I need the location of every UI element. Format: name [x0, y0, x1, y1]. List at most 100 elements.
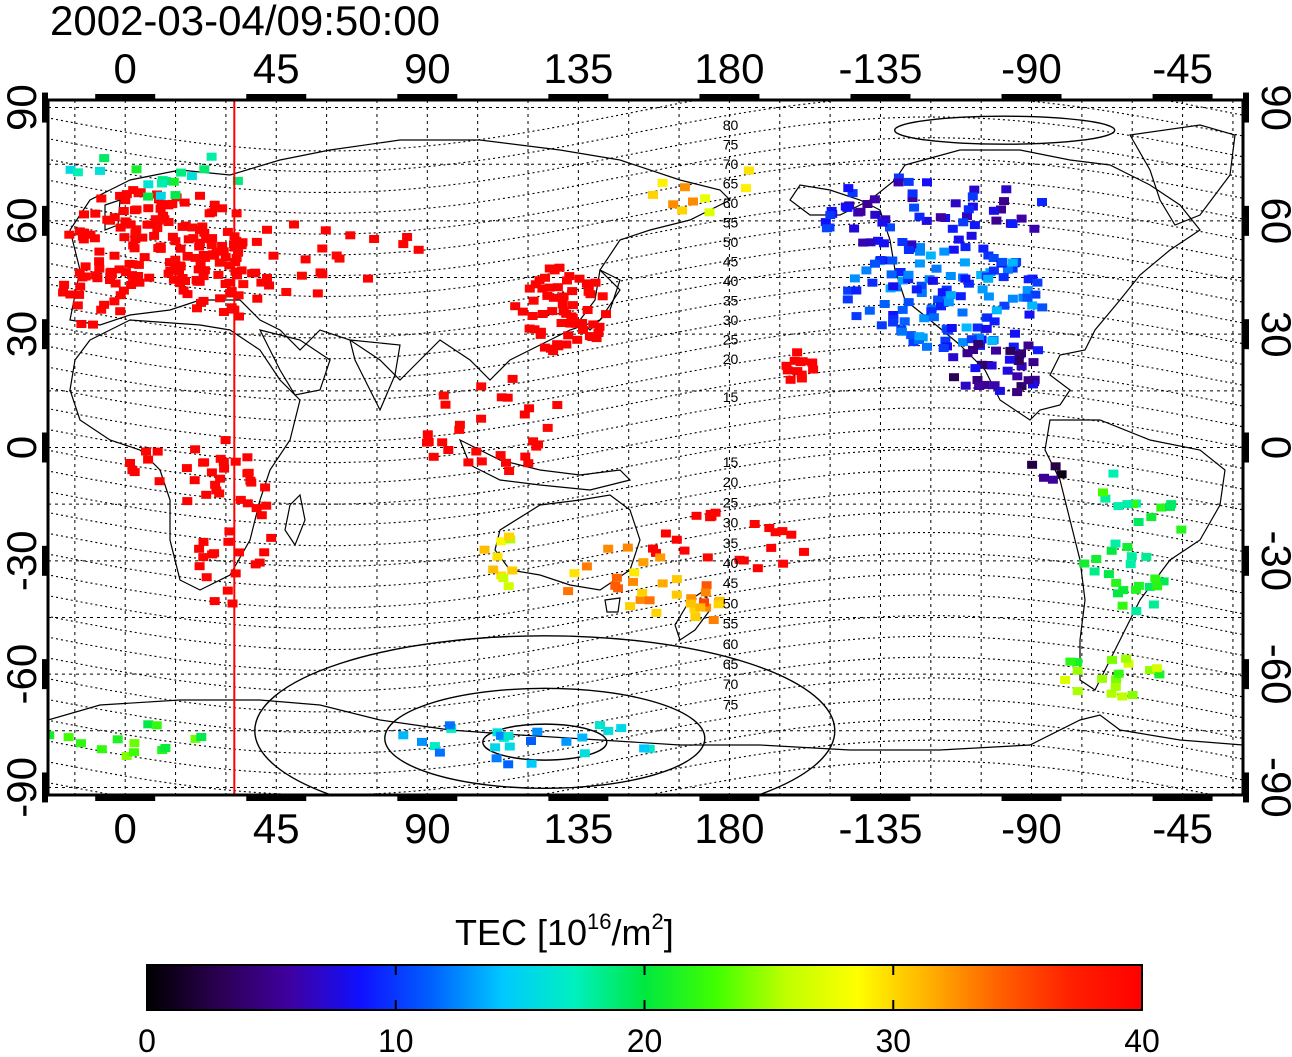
tec-point	[567, 287, 578, 296]
tec-point	[927, 276, 938, 285]
tec-point	[842, 203, 853, 212]
tec-point	[170, 255, 181, 264]
tec-point	[702, 553, 713, 562]
tec-point	[986, 361, 997, 370]
frame-tick	[42, 432, 48, 463]
tec-point	[94, 247, 105, 256]
tec-point	[526, 737, 536, 745]
tec-point	[1039, 473, 1049, 482]
tec-point	[242, 453, 253, 462]
tec-point	[1016, 349, 1026, 358]
tec-point	[958, 338, 969, 347]
tec-point	[651, 608, 662, 617]
tec-point	[1010, 329, 1020, 338]
tec-point	[1098, 488, 1108, 497]
tec-point	[127, 260, 138, 269]
tec-point	[637, 588, 648, 597]
tec-point	[149, 231, 160, 240]
tec-point	[574, 274, 585, 283]
tec-point	[752, 564, 763, 573]
tec-point	[262, 274, 272, 282]
tec-point	[194, 562, 205, 571]
tec-point	[888, 282, 899, 291]
tec-point	[252, 294, 263, 303]
tec-point	[563, 587, 574, 596]
tec-point	[118, 207, 129, 215]
tec-point	[114, 265, 125, 274]
bottom-longitude-axis: 0 45 90 135 180 -135 -90 -45	[114, 805, 1213, 852]
tec-point	[144, 220, 155, 229]
tec-point	[207, 208, 218, 217]
magnetic-contour	[48, 303, 1243, 381]
tec-point	[603, 544, 614, 553]
tec-point	[1141, 552, 1152, 561]
tec-point	[1156, 503, 1167, 512]
contour-label: 15	[723, 454, 739, 470]
tec-point	[402, 233, 413, 241]
tec-point	[1023, 341, 1034, 350]
magnetic-contour	[48, 573, 1243, 651]
top-longitude-axis: 0 45 90 135 180 -135 -90 -45	[114, 45, 1213, 92]
tec-point	[628, 577, 638, 586]
frame-tick	[1001, 94, 1062, 100]
tec-point	[991, 216, 1002, 225]
tec-point	[807, 358, 818, 367]
frame-tick	[42, 545, 48, 576]
tec-point	[671, 575, 682, 584]
tec-point	[434, 748, 445, 757]
tec-point	[235, 495, 246, 504]
tec-point	[296, 271, 307, 280]
tec-point	[701, 581, 712, 590]
tec-point	[741, 184, 751, 193]
tec-point	[233, 291, 244, 300]
tec-point	[593, 329, 604, 337]
tec-point	[517, 307, 528, 316]
contour-label: 50	[723, 234, 739, 250]
axis-tick-label: 0	[1253, 436, 1292, 459]
tec-point	[785, 375, 796, 384]
tec-point	[491, 754, 502, 763]
tec-point	[1007, 258, 1018, 267]
tec-point	[603, 726, 614, 735]
tec-point	[1133, 518, 1144, 526]
tec-point	[701, 603, 712, 612]
tec-point	[968, 346, 978, 354]
tec-point	[1176, 525, 1187, 534]
tec-point	[897, 276, 908, 285]
contour-label: 40	[723, 555, 739, 571]
tec-point	[979, 380, 990, 389]
tec-point	[99, 154, 110, 163]
tec-point	[947, 224, 958, 233]
tec-point	[220, 436, 231, 445]
tec-point	[943, 298, 954, 307]
tec-point	[118, 286, 129, 295]
tec-point	[638, 558, 649, 567]
tec-point	[238, 280, 249, 289]
contour-label: 25	[723, 494, 739, 510]
tec-point	[1126, 552, 1137, 561]
tec-point	[679, 183, 690, 192]
tec-point	[548, 293, 559, 302]
tec-point	[194, 544, 205, 553]
axis-tick-label: 45	[253, 45, 300, 92]
tec-point	[981, 324, 992, 333]
tec-point	[862, 200, 873, 208]
tec-point	[960, 243, 971, 252]
tec-point	[115, 191, 126, 200]
tec-point	[526, 759, 537, 768]
tec-point	[581, 279, 592, 288]
tec-point	[157, 179, 167, 188]
tec-point	[210, 480, 221, 489]
tec-point	[983, 274, 994, 283]
tec-point	[1122, 543, 1133, 551]
tec-point	[96, 194, 107, 203]
tec-point	[128, 241, 139, 250]
tec-point	[708, 616, 719, 624]
frame-tick	[1243, 92, 1249, 123]
frame-tick	[397, 795, 458, 801]
tec-point	[1072, 658, 1083, 667]
tec-point	[206, 152, 217, 161]
tec-point	[928, 313, 939, 322]
tec-point	[243, 468, 254, 477]
